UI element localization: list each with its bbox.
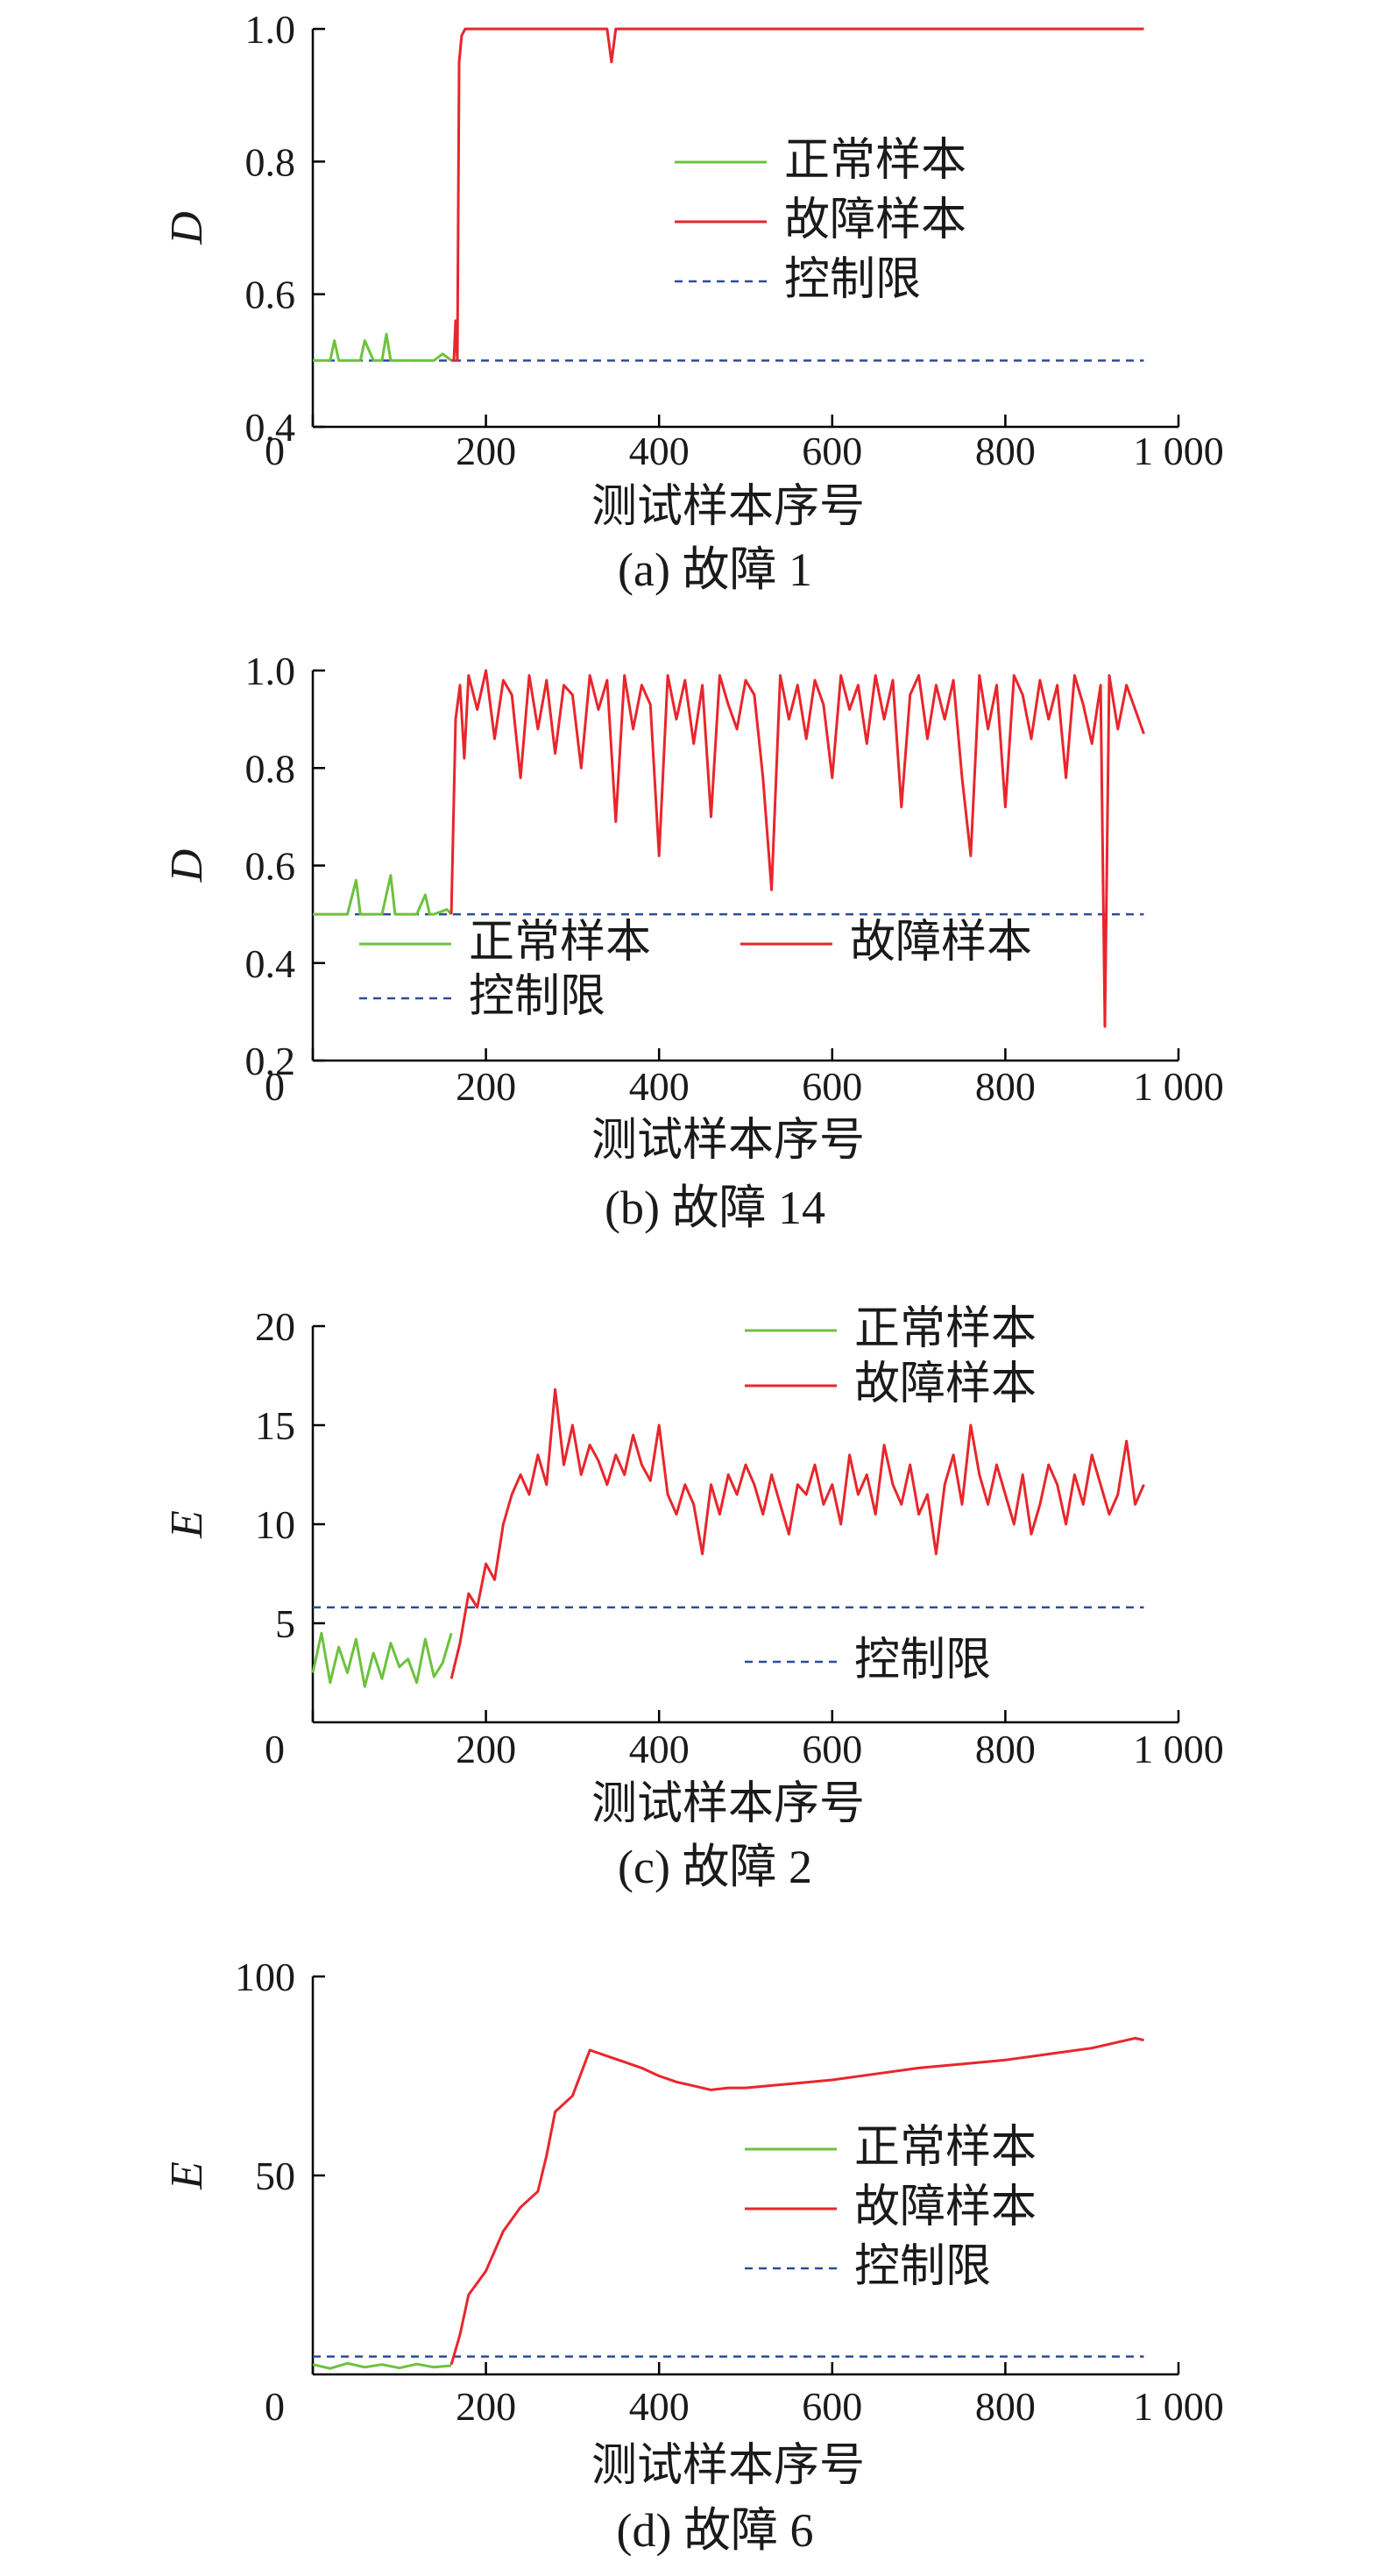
- normal-series-line: [313, 332, 453, 362]
- panel-caption: (c) 故障 2: [618, 1841, 812, 1893]
- chart-panel-3: 0 200 400 600 800 1 000 5 10 15 20 E 测试样本序号 (c) 故障 2…: [162, 1304, 1224, 1893]
- normal-series-line: [313, 874, 453, 916]
- y-tick-label: 1.0: [245, 7, 296, 52]
- y-tick-label: 15: [255, 1403, 295, 1448]
- legend-label-limit: 控制限: [469, 972, 605, 1022]
- legend-label-fault: 故障样本: [784, 195, 966, 245]
- y-axis-label: D: [162, 211, 212, 245]
- x-tick-label: 0: [265, 1064, 285, 1109]
- x-tick-label: 200: [456, 1727, 516, 1771]
- x-tick-label: 1 000: [1133, 429, 1224, 473]
- x-tick-label: 800: [975, 2384, 1036, 2429]
- y-tick-label: 50: [255, 2154, 295, 2198]
- y-tick-label: 10: [255, 1502, 295, 1547]
- y-tick-label: 0.4: [245, 405, 296, 450]
- legend-label-fault: 故障样本: [850, 918, 1032, 968]
- x-tick-label: 1 000: [1133, 2384, 1224, 2429]
- normal-series-line: [311, 1631, 453, 1688]
- x-tick-label: 600: [802, 2384, 862, 2429]
- y-tick-label: 0.2: [245, 1039, 296, 1083]
- legend-label-limit: 控制限: [854, 1636, 991, 1685]
- y-tick-label: 0.6: [245, 844, 296, 889]
- x-tick-label: 600: [802, 429, 862, 473]
- x-axis-label: 测试样本序号: [591, 2441, 865, 2491]
- chart-panel-1: 0 200 400 600 800 1 000 0.4 0.6 0.8 1.0 D 测试样本序号 (a)…: [162, 7, 1224, 596]
- y-axis-label: E: [162, 1510, 212, 1539]
- legend-label-normal: 正常样本: [784, 136, 966, 186]
- legend-label-fault: 故障样本: [854, 1359, 1037, 1409]
- chart-panel-4: 0 200 400 600 800 1 000 50 100 E 测试样本序号 (d) 故障 6 正常…: [162, 1955, 1224, 2557]
- normal-series-line: [312, 2361, 452, 2370]
- y-tick-label: 0.6: [245, 273, 296, 317]
- panel-caption: (a) 故障 1: [618, 543, 812, 596]
- y-axis-label: D: [162, 849, 212, 884]
- x-axis-label: 测试样本序号: [591, 482, 865, 532]
- legend-label-normal: 正常样本: [854, 2123, 1037, 2173]
- fault-series-line: [449, 2036, 1144, 2366]
- fault-series-line: [449, 669, 1145, 1028]
- x-tick-label: 200: [456, 429, 516, 473]
- x-tick-label: 0: [265, 429, 285, 473]
- x-tick-label: 800: [975, 1064, 1036, 1109]
- y-tick-label: 0.8: [245, 746, 296, 791]
- legend-label-normal: 正常样本: [854, 1304, 1037, 1354]
- y-tick-label: 0.4: [245, 941, 296, 986]
- legend-label-normal: 正常样本: [469, 918, 651, 968]
- x-tick-label: 600: [802, 1727, 862, 1771]
- x-tick-label: 0: [265, 1727, 285, 1771]
- legend-label-limit: 控制限: [854, 2242, 991, 2292]
- x-tick-label: 400: [629, 1727, 690, 1771]
- x-tick-label: 400: [629, 1064, 690, 1109]
- x-tick-label: 1 000: [1133, 1727, 1224, 1771]
- x-tick-label: 400: [629, 429, 690, 473]
- x-tick-label: 1 000: [1133, 1064, 1224, 1109]
- x-tick-label: 0: [265, 2384, 285, 2429]
- y-tick-label: 100: [235, 1955, 295, 1999]
- x-tick-label: 800: [975, 1727, 1036, 1771]
- x-tick-label: 400: [629, 2384, 690, 2429]
- fault-series-line: [449, 1387, 1145, 1679]
- x-tick-label: 200: [456, 1064, 516, 1109]
- x-axis-label: 测试样本序号: [591, 1116, 865, 1166]
- legend-label-fault: 故障样本: [854, 2182, 1037, 2232]
- y-tick-label: 1.0: [245, 649, 296, 693]
- x-tick-label: 200: [456, 2384, 516, 2429]
- x-tick-label: 600: [802, 1064, 862, 1109]
- x-tick-label: 800: [975, 429, 1036, 473]
- y-tick-label: 0.8: [245, 139, 296, 184]
- x-axis-label: 测试样本序号: [591, 1779, 865, 1829]
- fault-series-line: [451, 27, 1144, 362]
- panel-caption: (d) 故障 6: [617, 2504, 814, 2557]
- y-tick-label: 20: [255, 1304, 295, 1349]
- y-tick-label: 5: [275, 1601, 295, 1646]
- legend-label-limit: 控制限: [784, 255, 921, 305]
- panel-caption: (b) 故障 14: [605, 1182, 825, 1234]
- y-axis-label: E: [162, 2161, 212, 2190]
- chart-panel-2: 0 200 400 600 800 1 000 0.2 0.4 0.6 0.8 1.0 D 测试样本序号…: [162, 649, 1224, 1234]
